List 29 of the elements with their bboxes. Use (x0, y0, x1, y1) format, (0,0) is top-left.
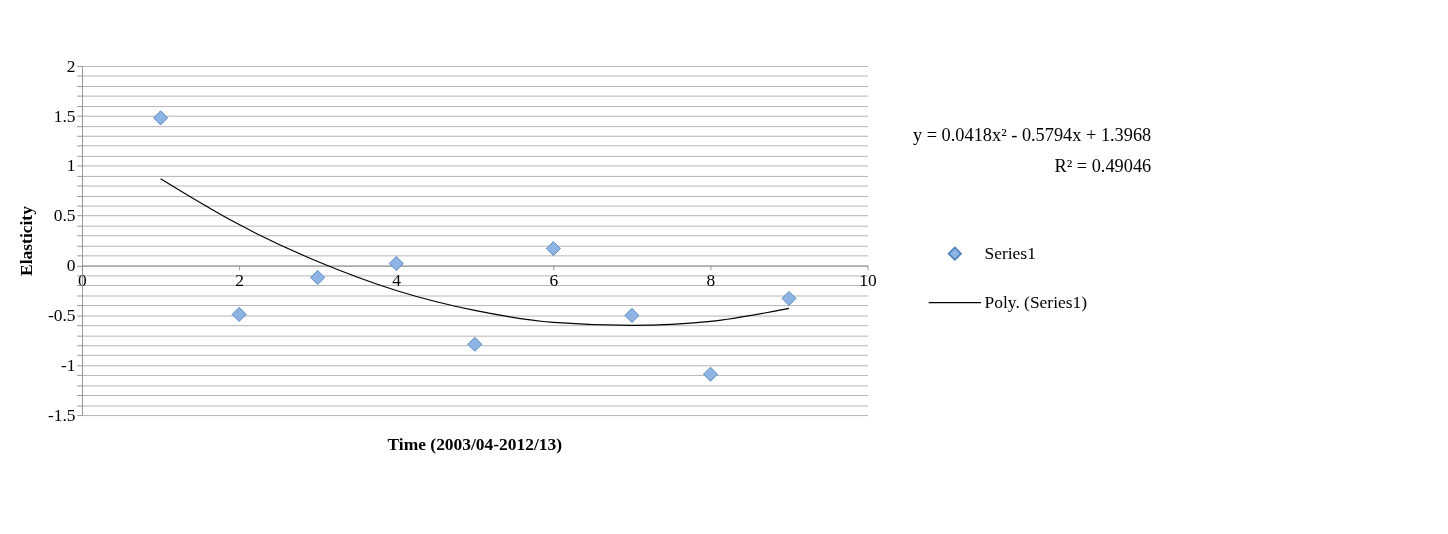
y-axis-title: Elasticity (16, 205, 37, 276)
point (153, 110, 169, 126)
point (388, 256, 404, 271)
y-tick-label: 2 (66, 55, 76, 76)
point (310, 270, 326, 285)
line-series (160, 178, 790, 326)
y-tick-label: -1 (60, 354, 76, 375)
point (781, 290, 797, 306)
point (467, 336, 483, 352)
y-tick-label: 0 (66, 255, 76, 276)
point (231, 306, 247, 322)
y-tick-label: -1.5 (47, 404, 76, 425)
point (624, 307, 640, 323)
text: y = 0.0418x² - 0.5794x + 1.3968 (912, 125, 1152, 146)
y-tick-label: 0.5 (53, 205, 76, 226)
x-tick-label: 6 (549, 270, 559, 291)
point (702, 366, 718, 382)
x-tick-label: 8 (706, 270, 716, 291)
y-tick-label: -0.5 (47, 305, 76, 326)
x-tick-label: 2 (235, 270, 244, 291)
x-axis-title: Time (2003/04-2012/13) (387, 434, 563, 455)
x-tick-label: 10 (859, 270, 878, 291)
point (545, 241, 561, 257)
legend-label: Series1 (984, 242, 1036, 263)
text: R² = 0.49046 (1054, 156, 1152, 177)
y-tick-label: 1.5 (53, 105, 76, 126)
y-tick-label: 1 (66, 155, 76, 176)
legend-label: Poly. (Series1) (984, 291, 1088, 312)
x-tick-label: 4 (392, 270, 402, 291)
